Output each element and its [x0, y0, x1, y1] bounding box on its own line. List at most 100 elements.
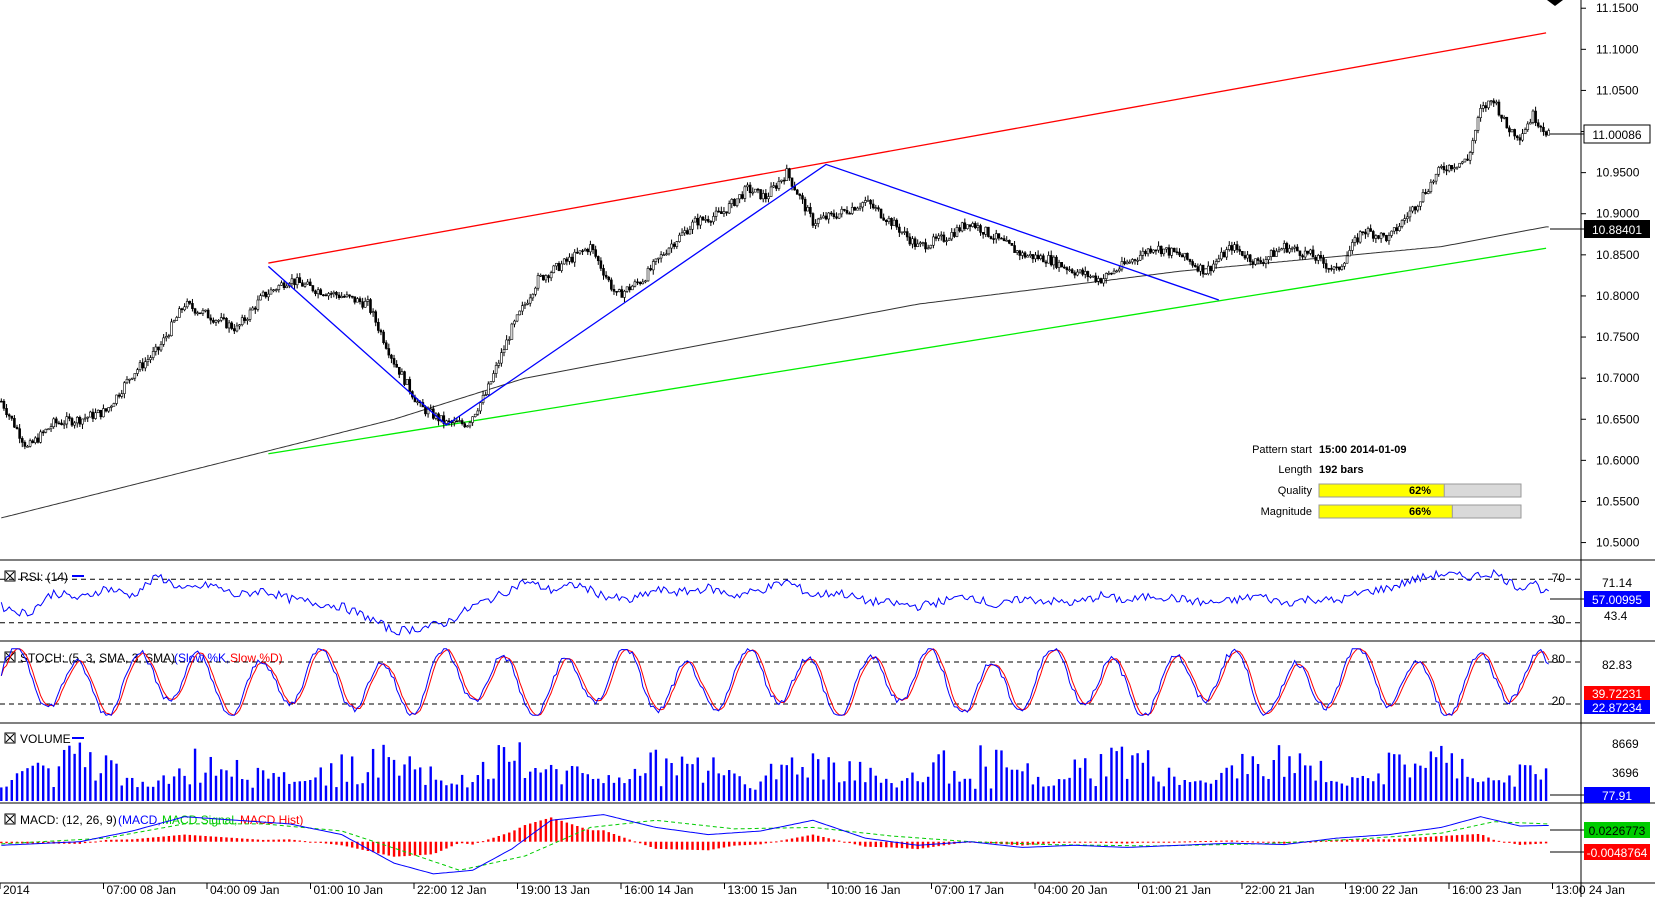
candle [1502, 115, 1506, 120]
candle [460, 418, 464, 426]
candle [1379, 231, 1383, 243]
candle [65, 412, 69, 429]
macd-hist-bar [989, 841, 993, 844]
candle [898, 223, 901, 237]
macd-hist-bar [1272, 841, 1275, 843]
volume-bar [1277, 745, 1281, 801]
candle [115, 394, 118, 406]
volume-bar [1492, 780, 1495, 801]
candle [623, 289, 626, 303]
macd-hist-bar [995, 841, 998, 844]
macd-close-icon[interactable] [5, 814, 15, 824]
candle [610, 277, 613, 292]
candle [1162, 248, 1166, 257]
candle [235, 322, 239, 333]
macd-hist-bar [1330, 840, 1333, 842]
volume-bar [539, 772, 542, 801]
candle [1398, 223, 1401, 232]
macd-hist-bar [1105, 841, 1108, 843]
candle [1023, 251, 1027, 259]
volume-bar [94, 780, 97, 801]
candle [264, 291, 268, 299]
candle [369, 298, 372, 315]
candle [298, 273, 302, 284]
candle [1413, 205, 1417, 215]
candle [725, 211, 728, 216]
volume-bar [1429, 751, 1433, 801]
candle [107, 407, 110, 413]
candle [198, 312, 202, 315]
candle [1463, 158, 1467, 163]
volume-bar [371, 748, 375, 801]
candle [795, 188, 799, 195]
volume-close-icon[interactable] [5, 733, 15, 743]
candle [1440, 164, 1443, 170]
candle [149, 355, 152, 364]
macd-hist-bar [1089, 841, 1092, 843]
macd-hist-bar [1073, 841, 1076, 843]
upper-channel-line [268, 32, 1547, 264]
candle [850, 202, 854, 215]
candle [919, 241, 922, 248]
candle [900, 231, 904, 235]
volume-bar [953, 770, 956, 801]
candle [1146, 247, 1150, 257]
macd-hist-bar [1173, 841, 1176, 843]
candle [1251, 259, 1255, 269]
volume-bar [1183, 780, 1186, 801]
volume-bar [1340, 783, 1344, 801]
candle [505, 335, 508, 350]
candle [500, 348, 503, 367]
macd-hist-bar [225, 837, 228, 842]
candle [403, 370, 406, 386]
candle [1442, 162, 1446, 174]
volume-bar [1298, 753, 1302, 801]
volume-bar [1408, 777, 1412, 801]
candle [997, 233, 1001, 241]
candle [1343, 262, 1346, 270]
candle [989, 235, 993, 240]
candle [13, 415, 16, 428]
candle [75, 416, 79, 428]
candle [180, 307, 184, 314]
volume-bar [1450, 753, 1454, 801]
volume-bar [1031, 784, 1035, 801]
macd-hist-bar [602, 830, 605, 842]
volume-bar [492, 778, 495, 801]
volume-bar [31, 765, 34, 801]
volume-bar [1162, 786, 1166, 801]
candle [5, 404, 8, 418]
volume-bar [1251, 756, 1255, 801]
volume-bar [686, 763, 689, 801]
macd-hist-bar [618, 835, 621, 842]
candle [756, 187, 760, 194]
candle [1241, 250, 1244, 257]
candle [1102, 274, 1105, 287]
macd-hist-bar [864, 841, 867, 847]
candle [565, 256, 569, 266]
volume-bar [429, 766, 432, 801]
macd-hist-bar [466, 841, 469, 844]
candle [814, 219, 817, 229]
macd-hist-bar [832, 839, 836, 842]
volume-bar [638, 775, 642, 801]
scroll-marker-icon[interactable] [1547, 0, 1563, 6]
candle [70, 416, 74, 427]
time-tick-label: 01:00 21 Jan [1142, 883, 1211, 897]
rsi-close-icon[interactable] [5, 571, 15, 581]
macd-hist-bar [1214, 840, 1218, 842]
candle [1316, 253, 1320, 265]
volume-bar [743, 784, 747, 801]
volume-bar [424, 784, 427, 801]
candle [908, 233, 912, 247]
candle [866, 195, 870, 202]
macd-hist-bar [644, 841, 647, 846]
volume-bar [220, 769, 223, 801]
candle [248, 307, 252, 322]
candle [1377, 235, 1380, 240]
candle [212, 317, 215, 324]
volume-bar [1272, 760, 1275, 801]
macd-hist-bar [775, 841, 778, 843]
candle [1489, 100, 1493, 106]
candle [832, 209, 836, 220]
